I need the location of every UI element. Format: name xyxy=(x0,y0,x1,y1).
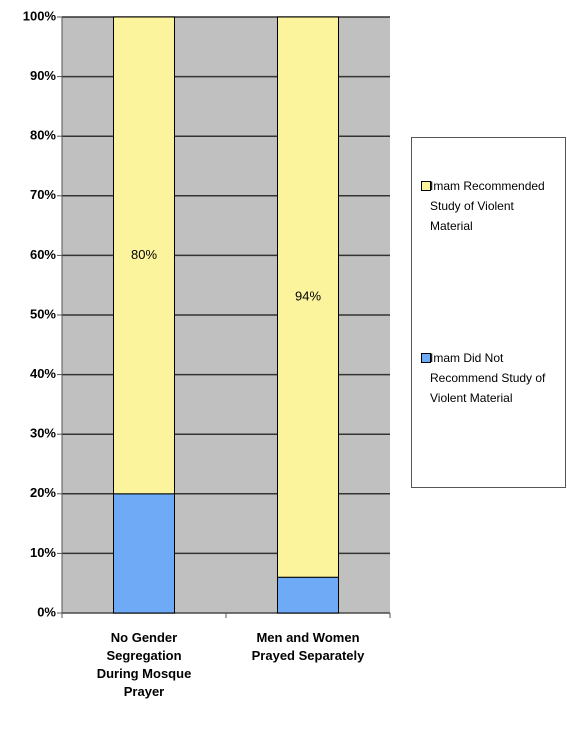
x-tick-label: Men and Women Prayed Separately xyxy=(251,630,365,663)
legend-swatch xyxy=(421,353,431,363)
legend-swatch xyxy=(421,181,431,191)
bar-segment xyxy=(113,16,175,495)
y-tick-label: 30% xyxy=(30,426,56,441)
y-tick-label: 50% xyxy=(30,306,56,321)
y-tick-label: 40% xyxy=(30,366,56,381)
legend-label: Imam Did Not Recommend Study of Violent … xyxy=(430,351,546,405)
legend-label: Imam Recommended Study of Violent Materi… xyxy=(430,179,545,233)
y-tick-label: 0% xyxy=(37,604,56,619)
y-tick-label: 70% xyxy=(30,187,56,202)
bar-segment xyxy=(277,576,339,614)
bar-segment xyxy=(113,493,175,614)
y-tick-label: 60% xyxy=(30,247,56,262)
y-tick-label: 80% xyxy=(30,128,56,143)
y-tick-label: 100% xyxy=(23,8,57,23)
data-label: 94% xyxy=(295,289,321,304)
y-tick-label: 90% xyxy=(30,68,56,83)
legend-item: Imam Recommended Study of Violent Materi… xyxy=(421,176,550,236)
legend-item: Imam Did Not Recommend Study of Violent … xyxy=(421,348,550,408)
y-tick-label: 10% xyxy=(30,545,56,560)
bar-segment xyxy=(277,16,339,578)
legend: Imam Recommended Study of Violent Materi… xyxy=(411,137,566,488)
y-tick-label: 20% xyxy=(30,485,56,500)
x-tick-label: No Gender Segregation During Mosque Pray… xyxy=(96,630,192,699)
data-label: 80% xyxy=(131,247,157,262)
